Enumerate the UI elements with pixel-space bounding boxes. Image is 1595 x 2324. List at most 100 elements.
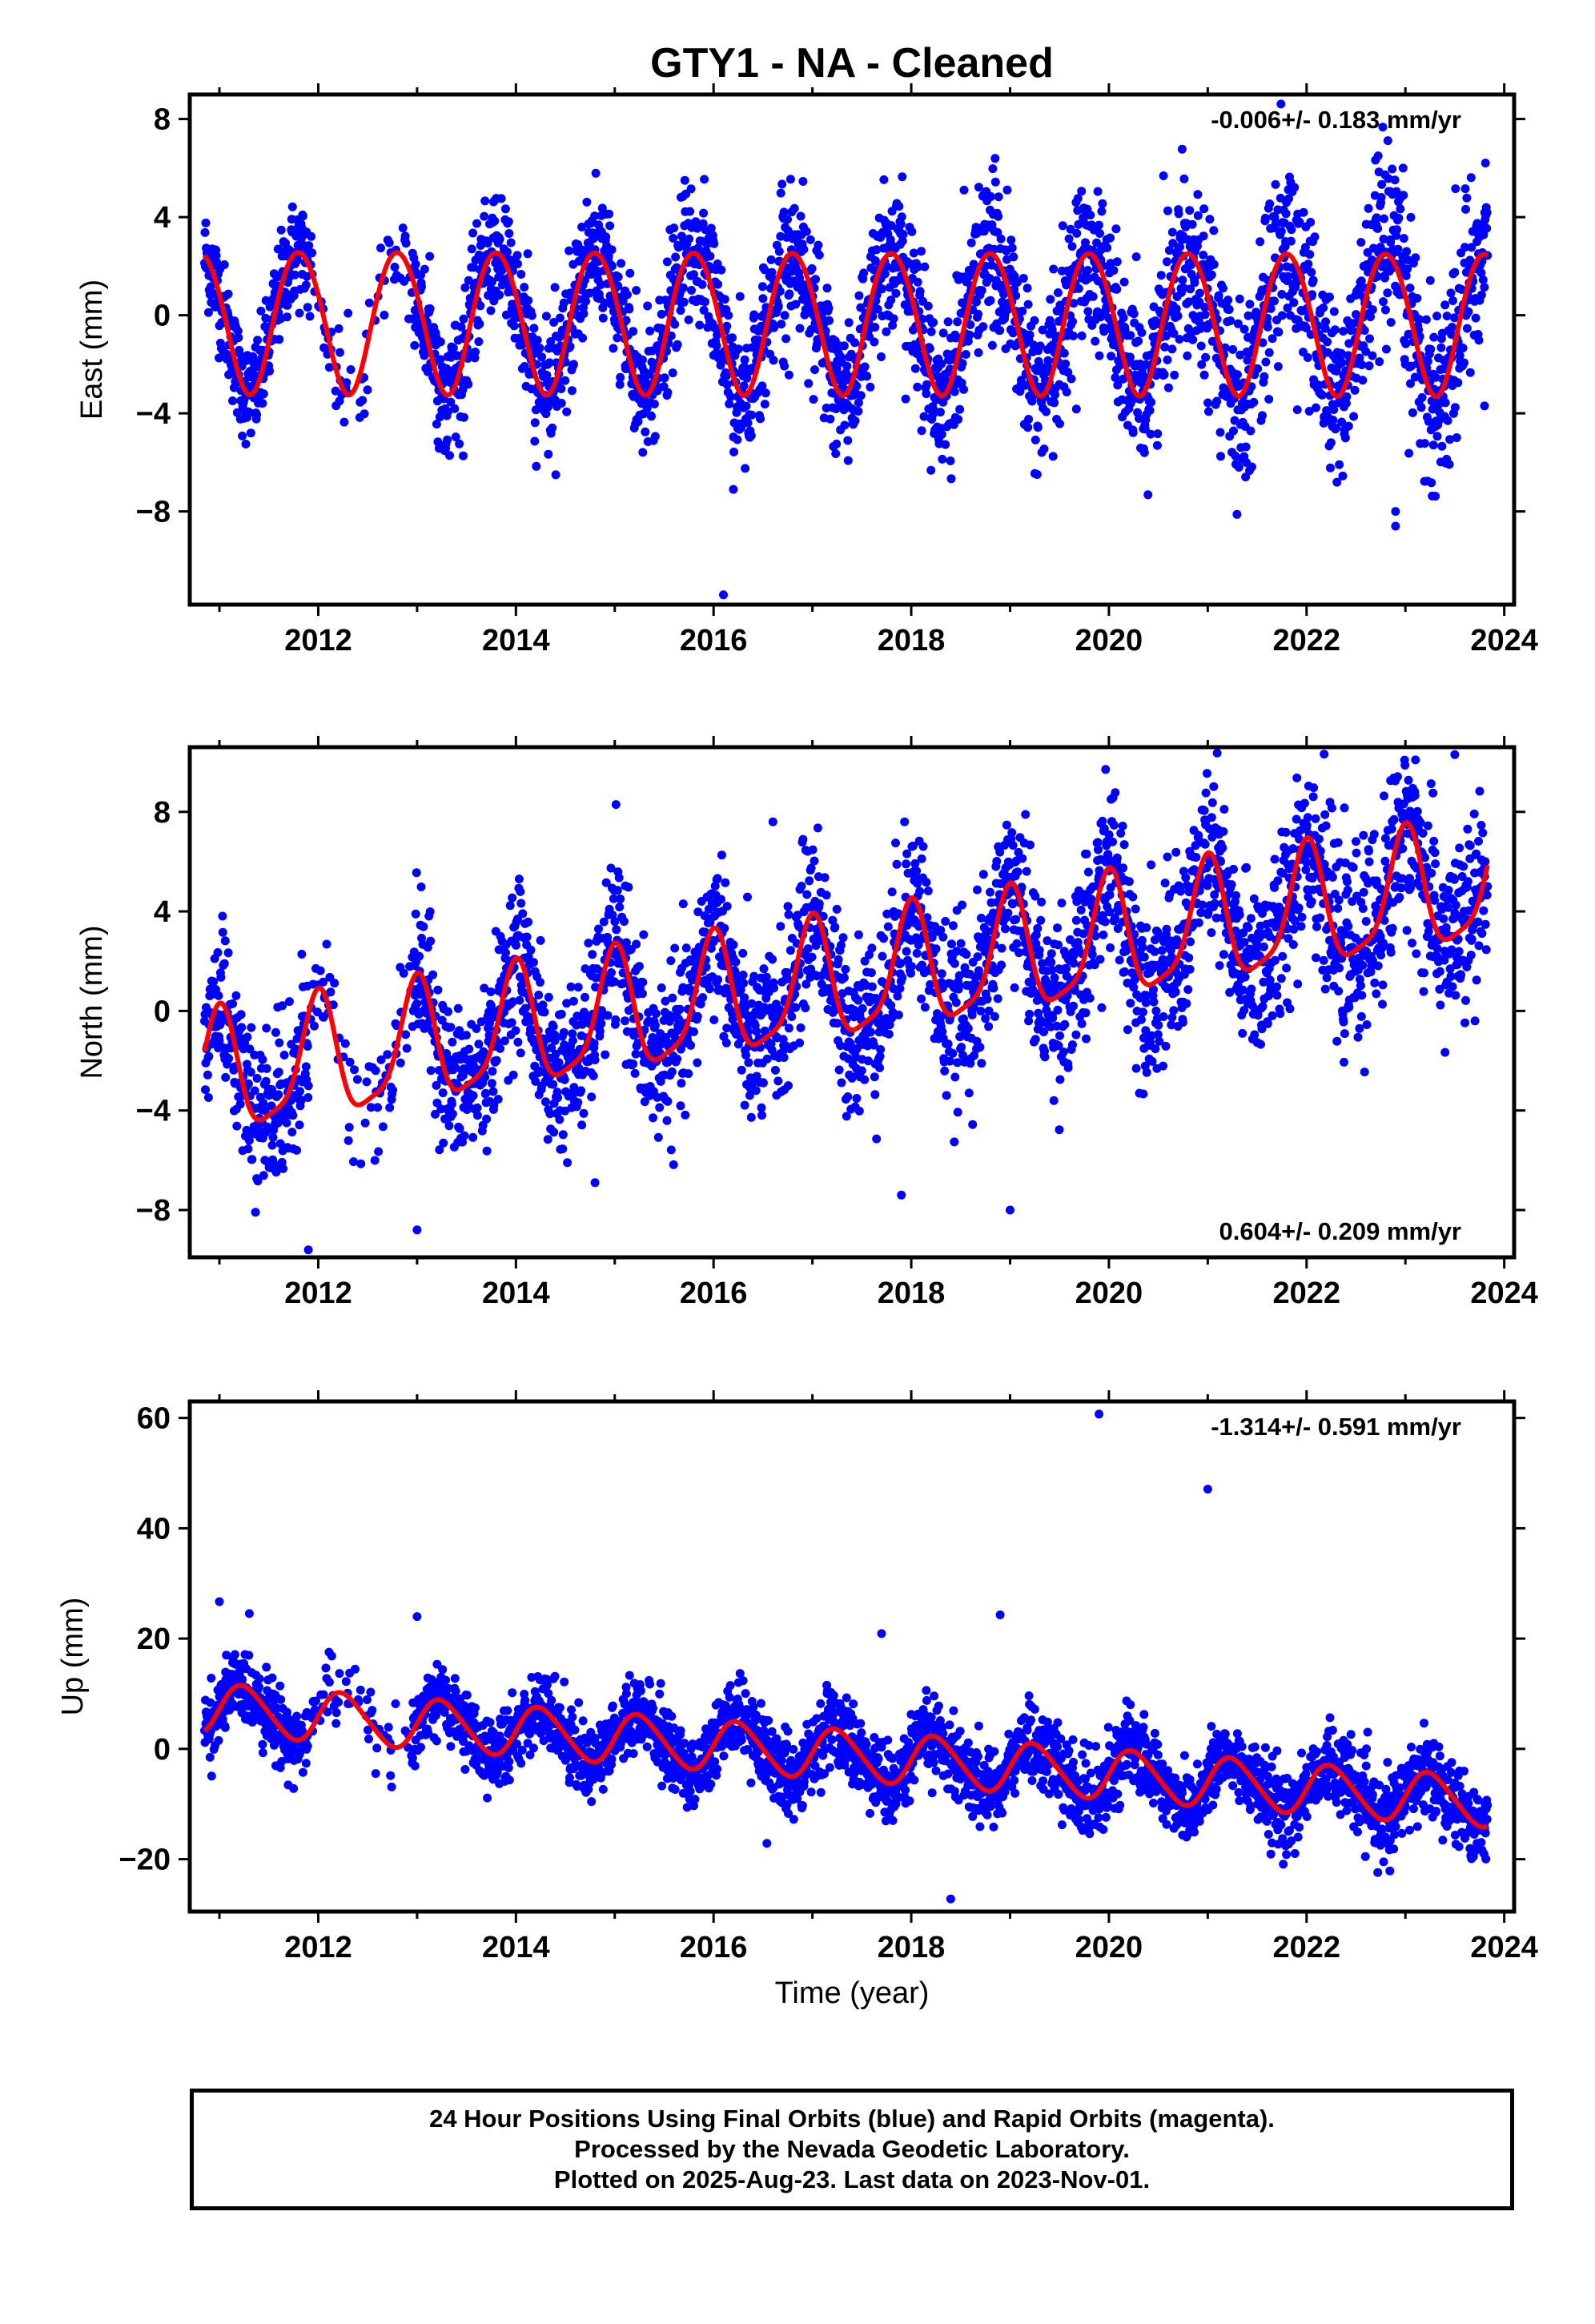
data-point <box>676 306 685 316</box>
data-point <box>986 192 995 201</box>
data-point <box>1253 364 1263 373</box>
data-point <box>1145 406 1155 415</box>
data-point <box>215 353 223 363</box>
data-point <box>852 381 862 391</box>
data-point <box>1299 207 1308 217</box>
data-point <box>1480 283 1489 292</box>
data-point <box>1384 174 1393 183</box>
data-point <box>1320 324 1330 333</box>
data-point <box>550 1036 560 1045</box>
data-point <box>1199 204 1209 214</box>
data-point <box>609 977 619 987</box>
data-point <box>995 326 1005 336</box>
data-point <box>901 394 910 404</box>
data-point <box>1341 399 1351 408</box>
data-point <box>500 948 510 958</box>
data-point <box>1125 352 1135 362</box>
data-point <box>1200 303 1210 312</box>
data-point <box>1338 471 1348 480</box>
data-point <box>710 882 720 891</box>
data-point <box>733 435 742 444</box>
data-point <box>698 993 708 1003</box>
data-point <box>530 418 540 428</box>
data-point <box>680 175 689 185</box>
data-point <box>247 1155 257 1164</box>
data-point <box>439 1138 448 1148</box>
data-point <box>1366 312 1375 322</box>
data-point <box>802 890 812 899</box>
data-point <box>1160 342 1170 352</box>
data-point <box>432 1080 441 1090</box>
data-point <box>781 334 791 344</box>
data-point <box>520 1003 530 1013</box>
east-points <box>200 99 1493 600</box>
data-point <box>486 987 496 996</box>
data-point <box>304 241 314 251</box>
data-point <box>1109 266 1119 275</box>
data-point <box>436 355 445 364</box>
data-point <box>966 320 975 329</box>
data-point <box>814 240 823 250</box>
data-point <box>536 935 545 945</box>
data-point <box>483 239 492 248</box>
data-point <box>894 202 904 211</box>
data-point <box>1408 408 1417 417</box>
data-point <box>432 420 441 429</box>
data-point <box>951 333 961 343</box>
data-point <box>883 922 893 931</box>
data-point <box>589 1071 598 1080</box>
data-point <box>531 1076 540 1086</box>
data-point <box>200 227 210 237</box>
data-point <box>912 866 922 876</box>
data-point <box>1179 283 1188 293</box>
data-point <box>284 997 294 1007</box>
data-point <box>275 1038 284 1047</box>
data-point <box>493 1095 503 1104</box>
data-point <box>566 288 575 298</box>
data-point <box>1379 235 1388 243</box>
data-point <box>496 1043 505 1053</box>
data-point <box>1171 304 1181 314</box>
data-point <box>985 274 994 283</box>
data-point <box>444 407 452 416</box>
data-point <box>550 283 560 292</box>
data-point <box>610 917 620 927</box>
data-point <box>625 268 635 278</box>
data-point <box>1425 275 1435 285</box>
data-point <box>706 223 716 233</box>
data-point <box>809 395 818 404</box>
data-point <box>917 854 926 863</box>
data-point <box>902 947 911 956</box>
data-point <box>396 1058 405 1068</box>
data-point <box>322 939 331 949</box>
data-point <box>870 1072 879 1082</box>
data-point <box>922 380 931 389</box>
data-point <box>1030 316 1039 325</box>
data-point <box>780 311 789 320</box>
data-point <box>245 408 255 417</box>
data-point <box>1147 397 1156 407</box>
data-point <box>749 310 759 320</box>
data-point <box>581 992 589 1002</box>
data-point <box>787 1012 797 1021</box>
data-point <box>902 859 911 869</box>
data-point <box>548 423 557 432</box>
data-point <box>295 1087 304 1096</box>
data-point <box>402 1043 412 1053</box>
data-point <box>1035 341 1045 351</box>
data-point <box>910 364 920 373</box>
data-point <box>415 951 424 961</box>
data-point <box>1043 363 1053 372</box>
data-point <box>1458 344 1468 353</box>
data-point <box>431 1109 440 1119</box>
data-point <box>544 449 553 459</box>
data-point <box>1437 441 1447 451</box>
data-point <box>662 1116 672 1125</box>
data-point <box>516 887 525 896</box>
data-point <box>1018 274 1028 283</box>
data-point <box>740 993 749 1003</box>
data-point <box>288 1111 298 1120</box>
data-point <box>668 993 677 1003</box>
data-point <box>1357 360 1367 369</box>
data-point <box>860 362 870 372</box>
